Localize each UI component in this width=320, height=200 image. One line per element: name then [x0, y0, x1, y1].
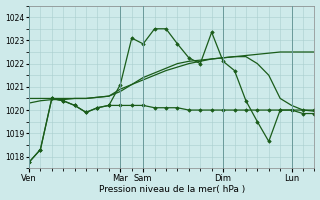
- X-axis label: Pression niveau de la mer( hPa ): Pression niveau de la mer( hPa ): [99, 185, 245, 194]
